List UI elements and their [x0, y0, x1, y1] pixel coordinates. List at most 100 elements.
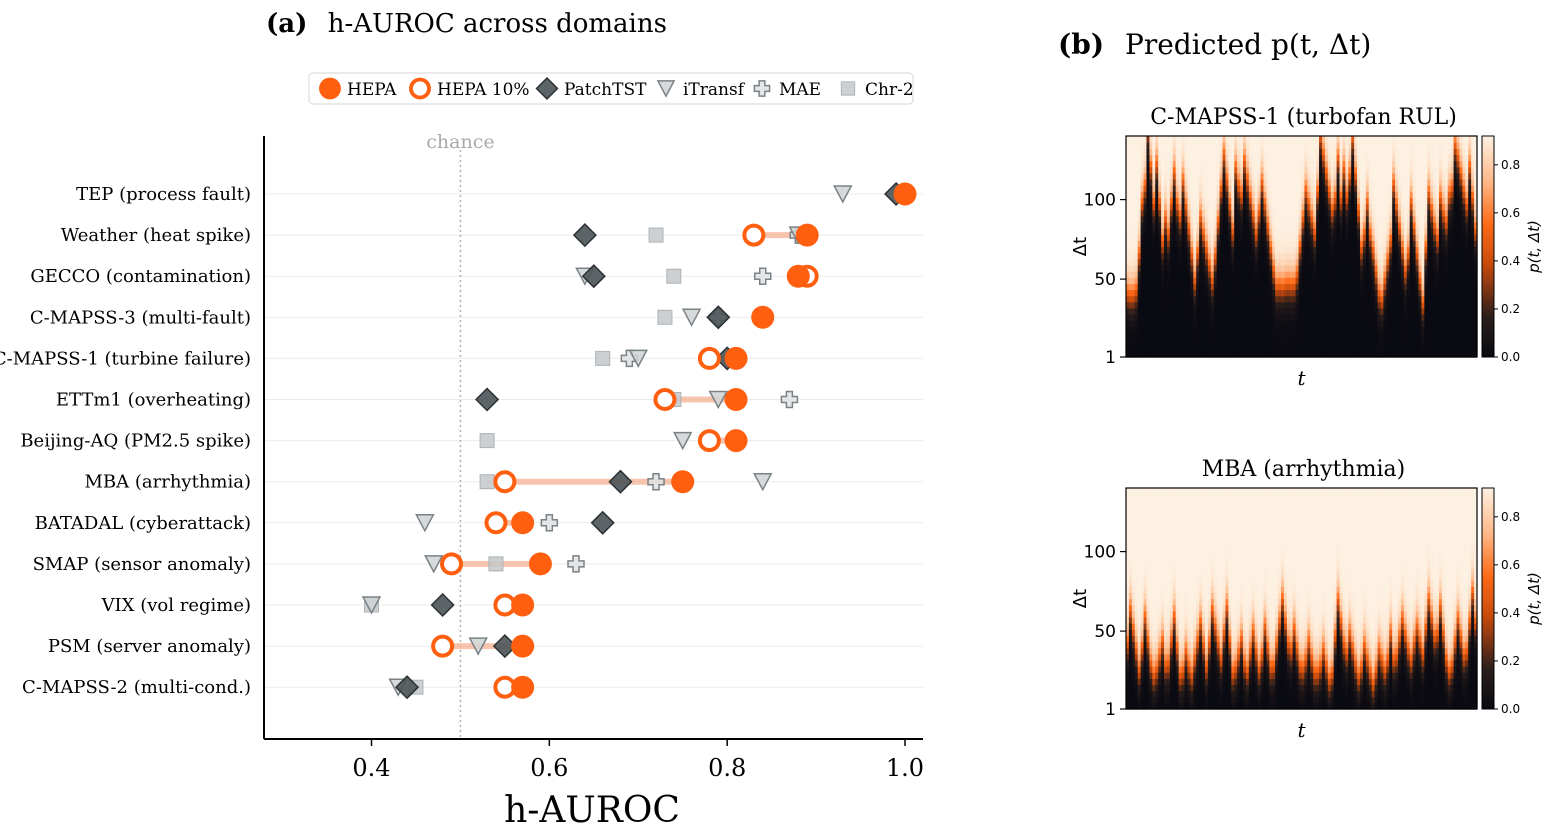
heatmap-cell [1166, 160, 1171, 168]
heatmap-cell [1459, 209, 1463, 217]
heatmap-cell [1474, 307, 1478, 315]
heatmap-cell [1351, 289, 1355, 297]
heatmap-cell [1453, 136, 1458, 143]
heatmap-cell [1474, 277, 1478, 284]
heatmap-cell [1266, 185, 1270, 192]
y-tick-label: 100 [1084, 191, 1116, 211]
heatmap-cell [1474, 191, 1478, 198]
heatmap-cell [1351, 258, 1355, 266]
heatmap-cell [1240, 228, 1244, 235]
heatmap-cell [1330, 350, 1335, 358]
heatmap-cell [1427, 289, 1431, 297]
heatmap-cell [1424, 215, 1428, 223]
heatmap-cell [1465, 148, 1469, 156]
heatmap-cell [1383, 154, 1387, 162]
heatmap-cell [1447, 271, 1452, 278]
heatmap-cell [1126, 209, 1130, 217]
heatmap-cell [1383, 350, 1387, 358]
heatmap-cell [1155, 580, 1159, 587]
heatmap-cell [1395, 295, 1399, 303]
heatmap-cell [1126, 154, 1130, 162]
heatmap-cell [1134, 246, 1139, 254]
heatmap-cell [1260, 136, 1265, 143]
heatmap-cell [1330, 178, 1335, 186]
heatmap-cell [1155, 148, 1159, 156]
heatmap-cell [1351, 271, 1355, 278]
heatmap-cell [1468, 326, 1472, 334]
heatmap-cell [1281, 350, 1285, 358]
heatmap-cell [1456, 326, 1461, 334]
heatmap-cell [1386, 234, 1390, 241]
heatmap-cell [1137, 653, 1142, 661]
heatmap-cell [1471, 252, 1475, 260]
heatmap-cell [1149, 696, 1153, 704]
heatmap-cell [1204, 326, 1209, 334]
heatmap-cell [1412, 289, 1417, 297]
heatmap-cell [1380, 154, 1384, 162]
heatmap-cell [1427, 191, 1431, 198]
heatmap-cell [1213, 160, 1218, 168]
heatmap-cell [1137, 500, 1142, 508]
heatmap-cell [1304, 178, 1308, 186]
heatmap-cell [1465, 277, 1469, 284]
heatmap-cell [1289, 136, 1294, 143]
x-ticks: 0.4 0.6 0.8 1.0 [352, 739, 924, 782]
heatmap-cell [1231, 301, 1235, 309]
heatmap-cell [1146, 258, 1150, 266]
heatmap-cell [1131, 277, 1136, 284]
heatmap-cell [1357, 344, 1361, 352]
heatmap-cell [1137, 623, 1142, 630]
heatmap-cell [1392, 203, 1396, 211]
heatmap-cell [1374, 252, 1379, 260]
heatmap-cell [1143, 555, 1148, 563]
heatmap-cell [1248, 136, 1253, 143]
heatmap-cell [1158, 344, 1162, 352]
heatmap-cell [1202, 338, 1206, 346]
heatmap-cell [1222, 142, 1227, 149]
heatmap-cell [1161, 154, 1165, 162]
heatmap-cell [1263, 350, 1267, 358]
heatmap-cell [1161, 252, 1165, 260]
heatmap-cell [1164, 543, 1168, 550]
heatmap-cell [1175, 332, 1180, 340]
heatmap-cell [1336, 277, 1341, 284]
heatmap-cell [1245, 185, 1250, 192]
heatmap-cell [1307, 197, 1311, 205]
heatmap-cell [1260, 166, 1265, 174]
heatmap-cell [1450, 295, 1455, 303]
heatmap-cell [1415, 160, 1420, 168]
heatmap-cell [1447, 338, 1452, 346]
heatmap-cell [1237, 240, 1241, 248]
heatmap-cell [1438, 215, 1443, 223]
heatmap-cell [1260, 295, 1265, 303]
heatmap-cell [1166, 301, 1171, 309]
heatmap-cell [1415, 301, 1420, 309]
heatmap-cell [1424, 172, 1428, 180]
heatmap-cell [1131, 252, 1136, 260]
heatmap-cell [1231, 209, 1235, 217]
heatmap-cell [1240, 326, 1244, 334]
heatmap-cell [1400, 136, 1405, 143]
heatmap-cell [1266, 301, 1270, 309]
heatmap-cell [1269, 203, 1273, 211]
heatmap-cell [1321, 209, 1326, 217]
heatmap-cell [1269, 185, 1273, 192]
heatmap-cell [1295, 338, 1300, 346]
heatmap-cell [1377, 338, 1382, 346]
heatmap-cell [1441, 215, 1446, 223]
heatmap-cell [1403, 271, 1408, 278]
heatmap-cell [1380, 258, 1384, 266]
heatmap-cell [1392, 166, 1396, 174]
heatmap-cell [1471, 197, 1475, 205]
category-label: VIX (vol regime) [101, 595, 251, 616]
heatmap-cell [1348, 332, 1352, 340]
heatmap-cell [1269, 301, 1273, 309]
heatmap-cell [1360, 191, 1364, 198]
heatmap-cell [1134, 573, 1139, 581]
heatmap-cell [1406, 178, 1411, 186]
heatmap-cell [1301, 246, 1306, 254]
heatmap-cell [1210, 148, 1215, 156]
heatmap-cell [1468, 160, 1472, 168]
heatmap-cell [1263, 178, 1267, 186]
heatmap-cell [1362, 295, 1367, 303]
